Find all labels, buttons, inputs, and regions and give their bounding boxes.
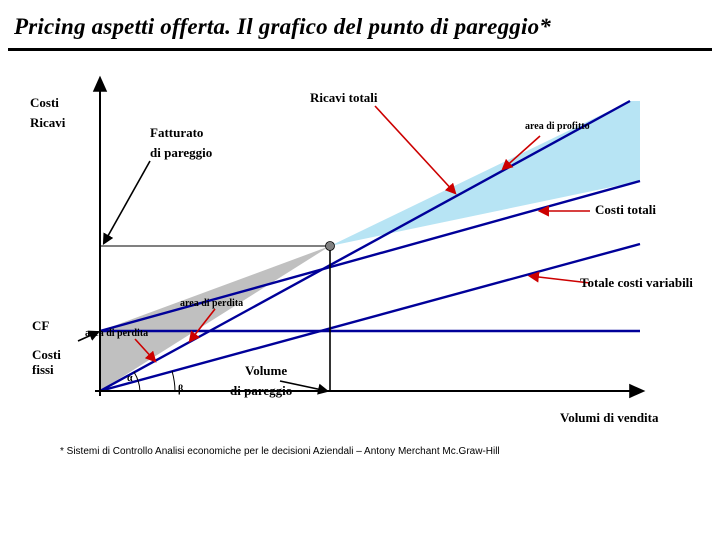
loss-area xyxy=(100,246,330,391)
fatturato-pointer xyxy=(104,161,150,243)
label-costi-totali: Costi totali xyxy=(595,203,656,217)
ricavi-totali-pointer xyxy=(375,106,455,193)
footnote: * Sistemi di Controllo Analisi economich… xyxy=(60,446,500,457)
label-tcv: Totale costi variabili xyxy=(580,276,693,290)
label-ricavi-totali: Ricavi totali xyxy=(310,91,378,105)
label-di-pareggio: di pareggio xyxy=(150,146,212,160)
label-cf: CF xyxy=(32,319,49,333)
label-volume: Volume xyxy=(245,364,287,378)
beta-arc xyxy=(172,371,175,391)
y-axis-label-costi: Costi xyxy=(30,96,59,110)
label-area-perdita-1: area di perdita xyxy=(180,298,243,309)
label-volumi-vendita: Volumi di vendita xyxy=(560,411,659,425)
label-fatturato: Fatturato xyxy=(150,126,203,140)
label-alpha: α xyxy=(127,373,133,384)
y-axis-label-ricavi: Ricavi xyxy=(30,116,65,130)
label-costi-fissi-2: fissi xyxy=(32,363,54,377)
label-area-perdita-2: area di perdita xyxy=(85,328,148,339)
label-volume-di-pareggio: di pareggio xyxy=(230,384,292,398)
label-costi-fissi-1: Costi xyxy=(32,348,61,362)
label-area-profitto: area di profitto xyxy=(525,121,590,132)
bep-marker xyxy=(326,242,335,251)
breakeven-chart: Costi Ricavi Ricavi totali area di profi… xyxy=(0,51,720,481)
label-beta: β xyxy=(178,384,183,395)
page-title: Pricing aspetti offerta. Il grafico del … xyxy=(0,0,720,46)
